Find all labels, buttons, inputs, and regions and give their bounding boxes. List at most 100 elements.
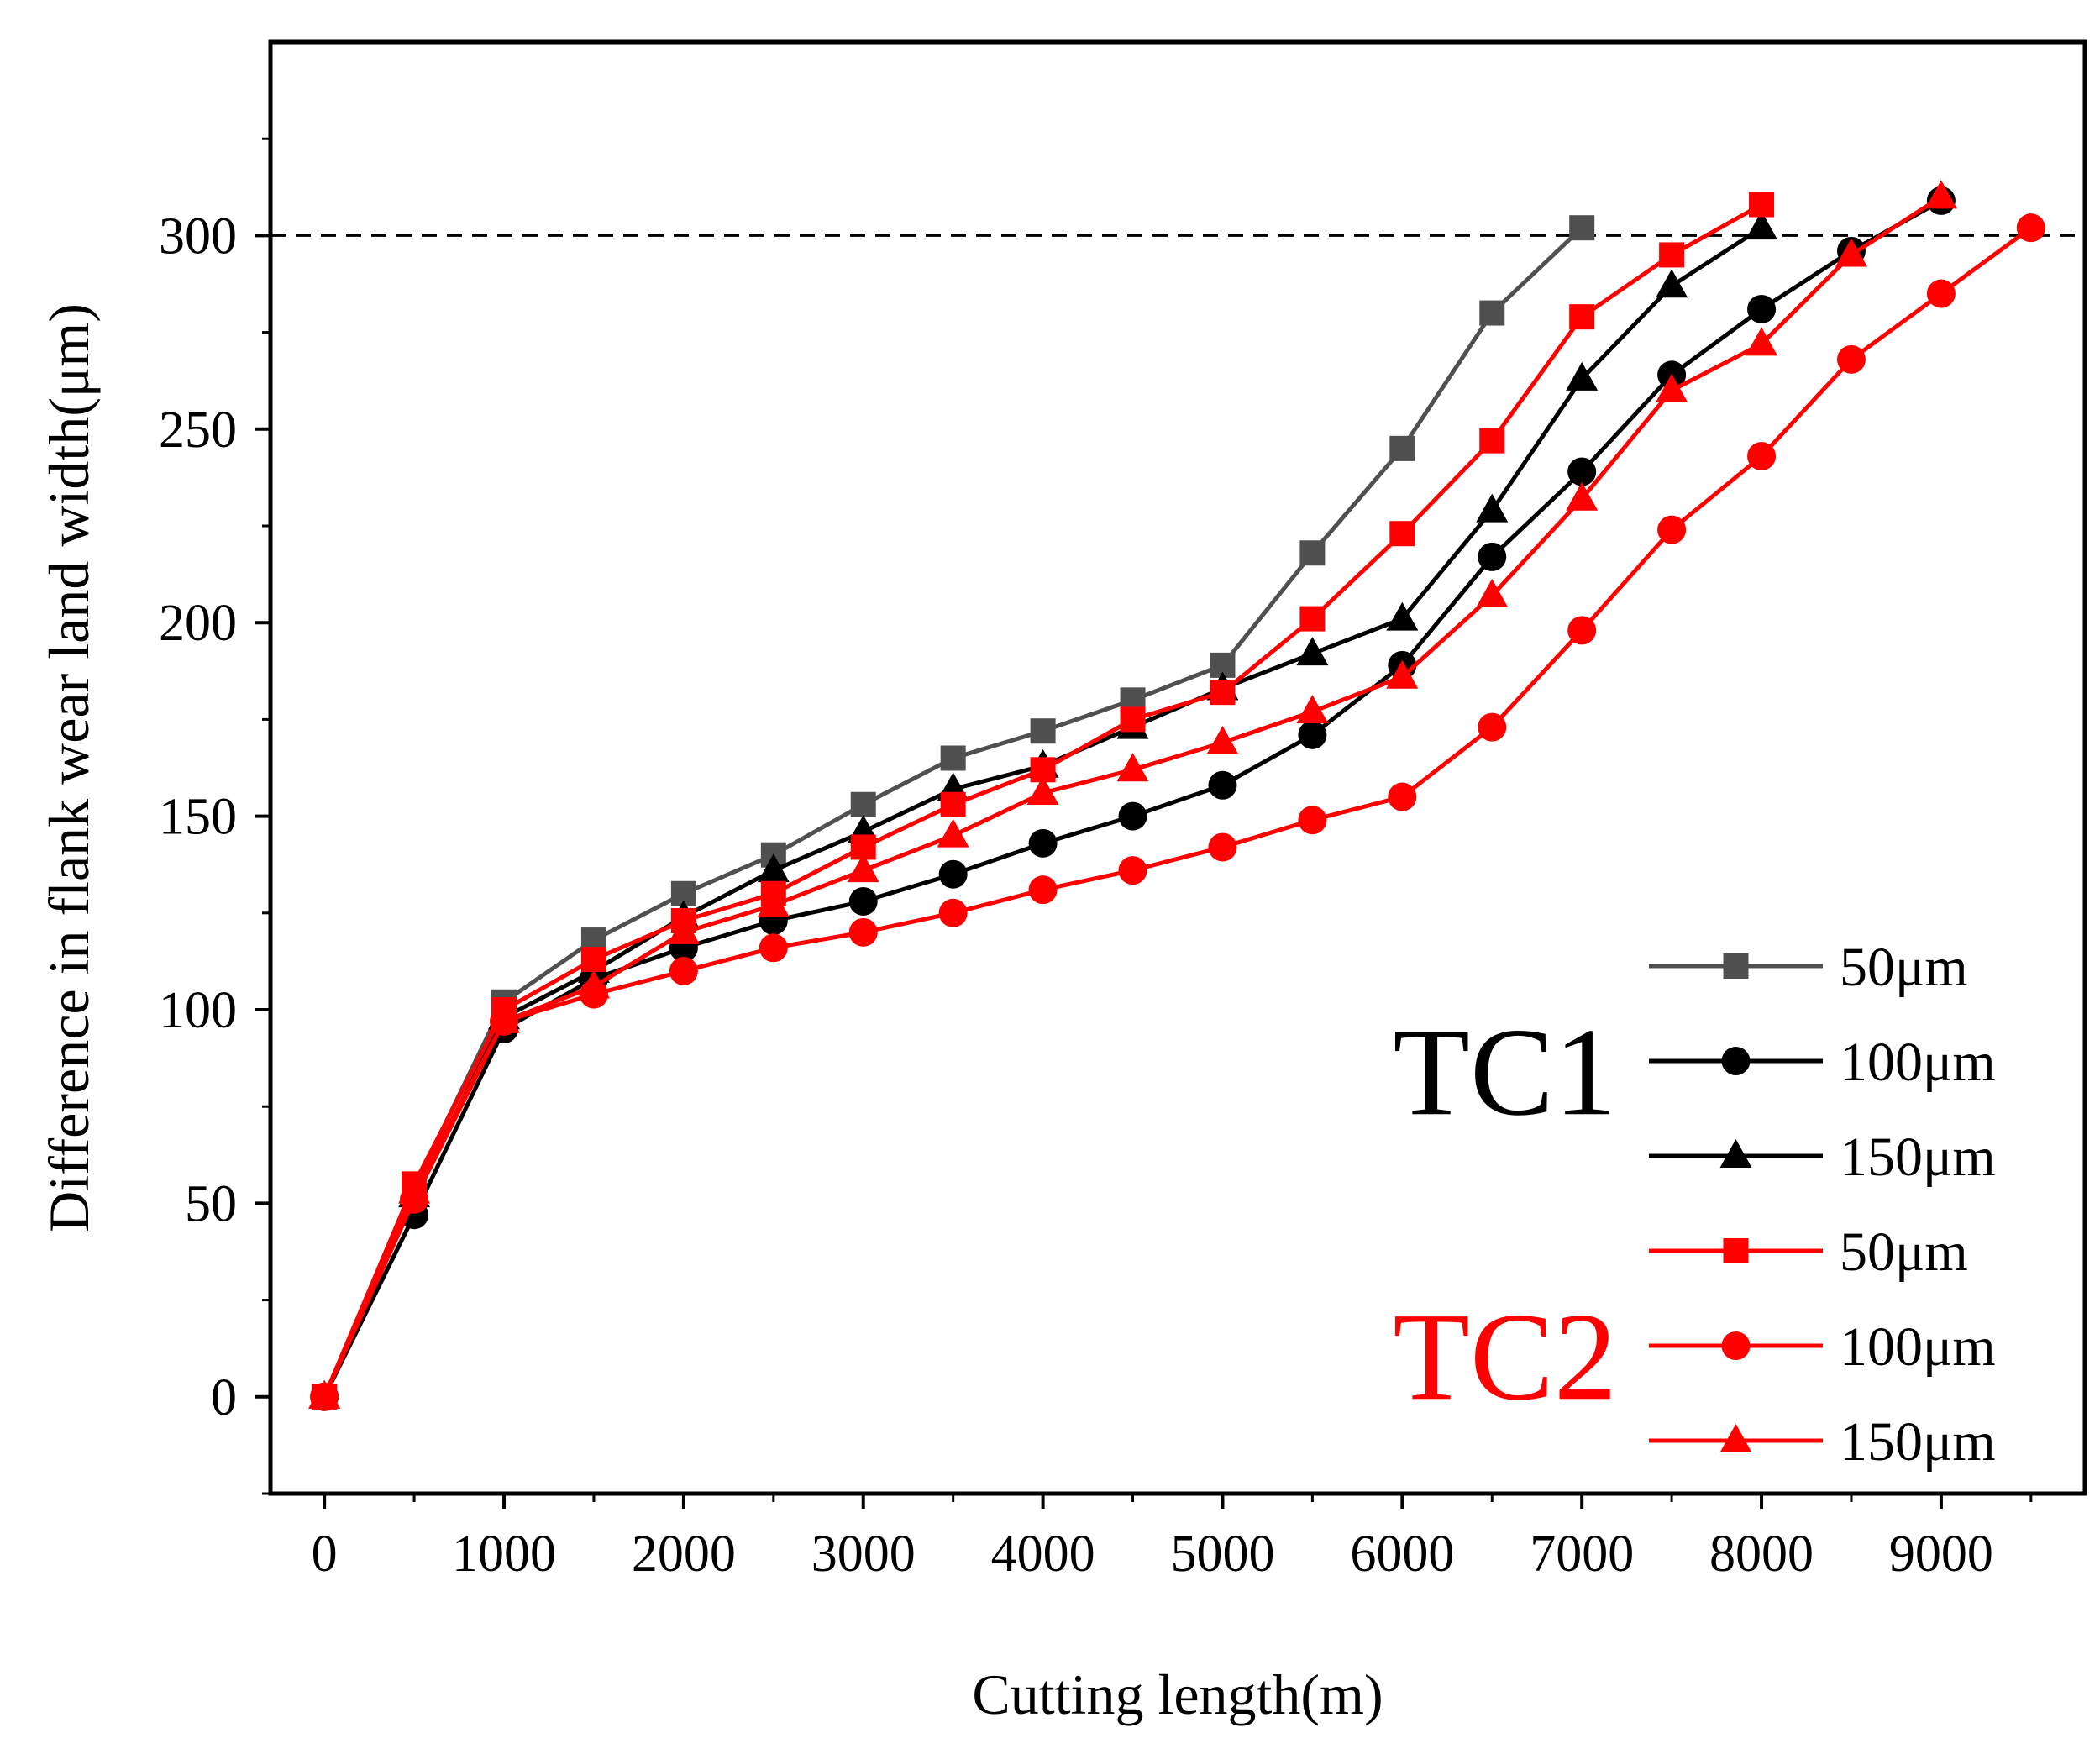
data-point (1296, 637, 1329, 666)
legend-entry: 50μm (1649, 937, 1968, 998)
data-point (1569, 304, 1595, 330)
data-point (308, 1379, 341, 1409)
data-point (1210, 680, 1236, 706)
legend-marker (1719, 1424, 1752, 1452)
series-tc2-circle (310, 213, 2045, 1411)
data-point (1298, 720, 1327, 749)
data-point (1926, 279, 1956, 308)
x-axis-title: Cutting length(m) (972, 1662, 1383, 1726)
y-axis-title: Difference in flank wear land width(μm) (37, 303, 101, 1232)
data-point (1924, 180, 1957, 209)
y-tick-label: 100 (159, 982, 237, 1039)
data-point (1479, 428, 1505, 454)
data-point (1747, 294, 1777, 323)
data-point (1836, 344, 1866, 374)
data-point (1206, 726, 1239, 755)
data-point (1659, 242, 1685, 268)
legend-entry: 100μm (1649, 1032, 1996, 1093)
data-point (1296, 695, 1329, 724)
data-point (757, 853, 790, 883)
data-point (848, 917, 878, 947)
data-point (1389, 435, 1415, 461)
data-point (1116, 753, 1149, 782)
data-point (1299, 606, 1326, 632)
x-tick-label: 0 (312, 1526, 338, 1583)
data-point (1835, 238, 1867, 267)
data-point (577, 969, 610, 999)
x-tick-label: 7000 (1530, 1526, 1634, 1583)
plot-frame (268, 39, 2087, 1496)
data-point (1566, 361, 1599, 391)
y-tick-label: 0 (211, 1369, 237, 1426)
x-tick-label: 9000 (1889, 1526, 1993, 1583)
data-point (1749, 192, 1775, 218)
y-tick-label: 200 (159, 595, 237, 652)
data-point (1476, 578, 1509, 607)
x-tick-label: 1000 (452, 1526, 556, 1583)
data-point (759, 933, 788, 963)
data-point (850, 791, 876, 817)
legend-marker (1721, 1331, 1751, 1360)
data-point (1656, 373, 1688, 402)
data-point (669, 956, 698, 985)
data-point (1567, 457, 1597, 486)
data-point (488, 1004, 521, 1033)
y-tick-label: 50 (185, 1175, 237, 1232)
data-point (940, 745, 966, 771)
data-point (1028, 828, 1058, 858)
legend-label: 150μm (1840, 1127, 1996, 1188)
data-point (398, 1174, 431, 1204)
data-point (1208, 832, 1237, 862)
data-point (1746, 211, 1778, 240)
data-point (1656, 269, 1688, 298)
data-point (1569, 215, 1595, 241)
legend-entry: 150μm (1649, 1411, 1996, 1473)
legend-label: 100μm (1840, 1032, 1996, 1093)
data-point (1118, 801, 1147, 831)
data-point (938, 898, 968, 927)
data-point (847, 853, 879, 883)
x-tick-label: 5000 (1170, 1526, 1274, 1583)
data-point (937, 818, 969, 848)
legend-label: 150μm (1840, 1411, 1996, 1473)
x-tick-label: 8000 (1709, 1526, 1814, 1583)
legend-group-label: TC1 (1393, 1002, 1617, 1142)
x-tick-label: 6000 (1350, 1526, 1454, 1583)
legend-group-label: TC2 (1393, 1287, 1617, 1426)
data-point (1567, 616, 1597, 645)
data-point (1299, 540, 1326, 566)
y-tick-label: 250 (159, 402, 237, 459)
legend-entry: 150μm (1649, 1127, 1996, 1188)
y-tick-label: 300 (159, 207, 237, 265)
legend-marker (1723, 953, 1749, 979)
data-point (1030, 718, 1056, 744)
data-point (938, 859, 968, 889)
data-point (2016, 213, 2045, 243)
data-point (1746, 327, 1778, 356)
data-point (1120, 706, 1146, 733)
legend-label: 50μm (1840, 1221, 1968, 1283)
data-point (1747, 442, 1777, 471)
series-line (322, 198, 1943, 1398)
data-point (757, 888, 790, 917)
series-line (322, 226, 1763, 1398)
legend-entry: 50μm (1649, 1221, 1968, 1283)
data-point (848, 886, 878, 916)
legend: 50μm 100μm 150μm 50μm 100μm 150μm TC1 TC2 (1393, 937, 1995, 1473)
legend-entry: 100μm (1649, 1316, 1996, 1378)
data-point (1298, 806, 1327, 835)
data-point (1386, 601, 1419, 631)
data-point (1479, 300, 1505, 326)
data-point (1657, 515, 1687, 544)
data-point (940, 791, 966, 817)
data-point (580, 947, 606, 973)
legend-marker (1721, 1047, 1751, 1075)
data-point (1118, 856, 1147, 885)
data-point (1026, 775, 1059, 805)
data-point (1028, 875, 1058, 905)
data-point (1478, 712, 1507, 742)
series-tc2-triangle (308, 180, 1957, 1409)
legend-label: 100μm (1840, 1316, 1996, 1378)
legend-marker (1723, 1238, 1749, 1263)
